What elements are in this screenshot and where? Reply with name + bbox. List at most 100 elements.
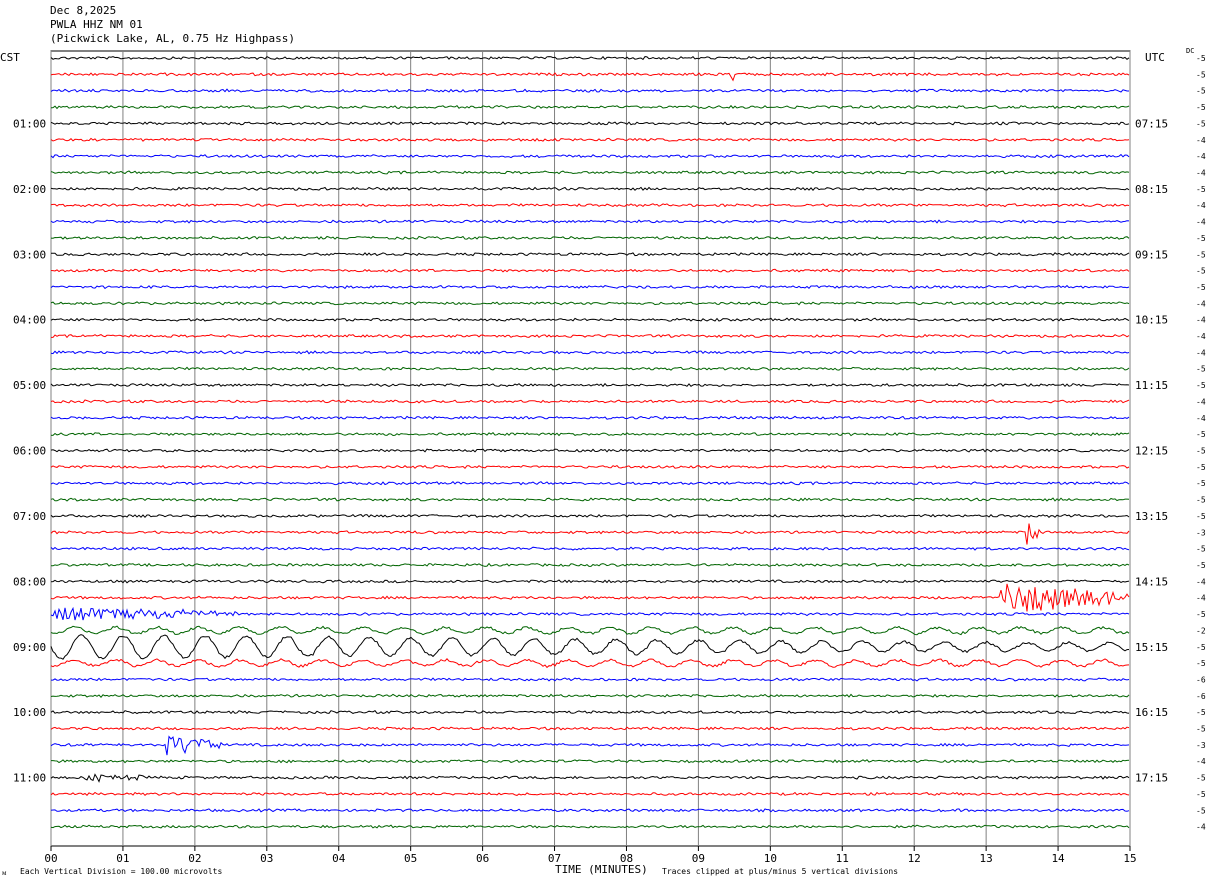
utc-hour-label: 15:15 [1135,641,1168,654]
x-tick-label: 05 [404,852,417,865]
dc-offset-label: -2 [1196,626,1206,635]
trace-37 [50,658,1130,669]
trace-35 [50,625,1130,636]
utc-hour-label: 14:15 [1135,575,1168,588]
dc-offset-label: -5 [1196,479,1206,488]
trace-41 [50,726,1130,731]
utc-hour-label: 16:15 [1135,706,1168,719]
dc-offset-label: -4 [1196,348,1206,357]
dc-offset-label: -5 [1196,708,1206,717]
clip-note: Traces clipped at plus/minus 5 vertical … [662,867,899,876]
dc-offset-label: -5 [1196,103,1206,112]
x-tick-label: 14 [1051,852,1065,865]
trace-9 [50,203,1130,208]
cst-hour-label: 01:00 [13,117,46,130]
cst-hour-label: 11:00 [13,772,46,785]
corner-mark: ᴍ [2,869,7,877]
dc-offset-label: -4 [1196,823,1206,832]
trace-39 [50,693,1130,698]
trace-20 [50,382,1130,388]
dc-offset-label: -5 [1196,283,1206,292]
cst-hour-label: 06:00 [13,445,46,458]
dc-offset-label: -4 [1196,332,1206,341]
dc-offset-label: -5 [1196,561,1206,570]
cst-hour-label: 08:00 [13,575,46,588]
trace-12 [50,252,1130,257]
dc-offset-label: -5 [1196,610,1206,619]
dc-offset-label: -4 [1196,168,1206,177]
cst-hour-label: 07:00 [13,510,46,523]
dc-offset-label: -4 [1196,218,1206,227]
trace-40 [50,710,1130,715]
time-axis: 00 01 02 03 04 05 06 07 08 09 10 11 12 13 14 15 [44,846,1137,865]
x-tick-label: 10 [764,852,777,865]
trace-30 [50,546,1130,551]
dc-offset-label: -5 [1196,430,1206,439]
dc-offset-label: -3 [1196,528,1206,537]
trace-21 [50,399,1130,404]
trace-33 [50,583,1130,612]
dc-offset-label: -5 [1196,790,1206,799]
x-tick-label: 00 [44,852,57,865]
trace-36 [50,634,1130,660]
x-tick-label: 01 [116,852,129,865]
dc-offset-label: -4 [1196,397,1206,406]
trace-27 [50,497,1130,502]
utc-hour-label: 09:15 [1135,248,1168,261]
trace-38 [51,677,1130,682]
utc-hour-label: 08:15 [1135,183,1168,196]
x-tick-label: 12 [908,852,921,865]
x-tick-label: 09 [692,852,705,865]
utc-hour-label: 10:15 [1135,314,1168,327]
dc-offset-label: -5 [1196,725,1206,734]
trace-46 [50,808,1130,813]
trace-44 [50,773,1130,783]
cst-hour-label: 09:00 [13,641,46,654]
dc-offset-label: -6 [1196,675,1206,684]
dc-offset-label: -5 [1196,463,1206,472]
trace-34 [50,606,1130,621]
dc-offset-label: -5 [1196,54,1206,63]
dc-label: DC [1186,47,1195,55]
x-tick-label: 15 [1123,852,1136,865]
trace-14 [50,284,1130,290]
trace-32 [50,579,1130,584]
utc-label: UTC [1145,51,1165,64]
trace-5 [50,137,1130,142]
dc-offset-label: -4 [1196,757,1206,766]
dc-offset-label: -4 [1196,136,1206,145]
dc-offset-label: -5 [1196,267,1206,276]
trace-28 [50,513,1130,519]
scale-note: Each Vertical Division = 100.00 microvol… [20,867,223,876]
dc-offset-label: -5 [1196,381,1206,390]
grid-lines [50,50,1131,847]
trace-4 [50,121,1130,126]
dc-offset-label: -5 [1196,643,1206,652]
trace-10 [50,219,1130,224]
trace-22 [50,415,1130,420]
dc-offset-label: -4 [1196,594,1206,603]
trace-2 [50,88,1129,93]
trace-19 [50,366,1130,371]
x-tick-label: 11 [836,852,849,865]
trace-6 [50,153,1130,159]
utc-hour-label: 12:15 [1135,445,1168,458]
trace-45 [50,791,1130,797]
utc-hour-label: 13:15 [1135,510,1168,523]
dc-offset-label: -5 [1196,185,1206,194]
dc-offset-label: -4 [1196,152,1206,161]
dc-offset-label: -5 [1196,545,1206,554]
trace-25 [50,464,1130,470]
dc-offset-label: -5 [1196,365,1206,374]
dc-offset-label: -5 [1196,70,1206,79]
trace-23 [50,432,1130,437]
dc-offset-label: -5 [1196,774,1206,783]
station-location: (Pickwick Lake, AL, 0.75 Hz Highpass) [50,32,296,45]
dc-offset-label: -4 [1196,201,1206,210]
trace-7 [50,170,1130,175]
trace-13 [50,268,1130,273]
dc-offset-label: -5 [1196,250,1206,259]
x-tick-label: 03 [260,852,273,865]
trace-18 [50,350,1130,355]
